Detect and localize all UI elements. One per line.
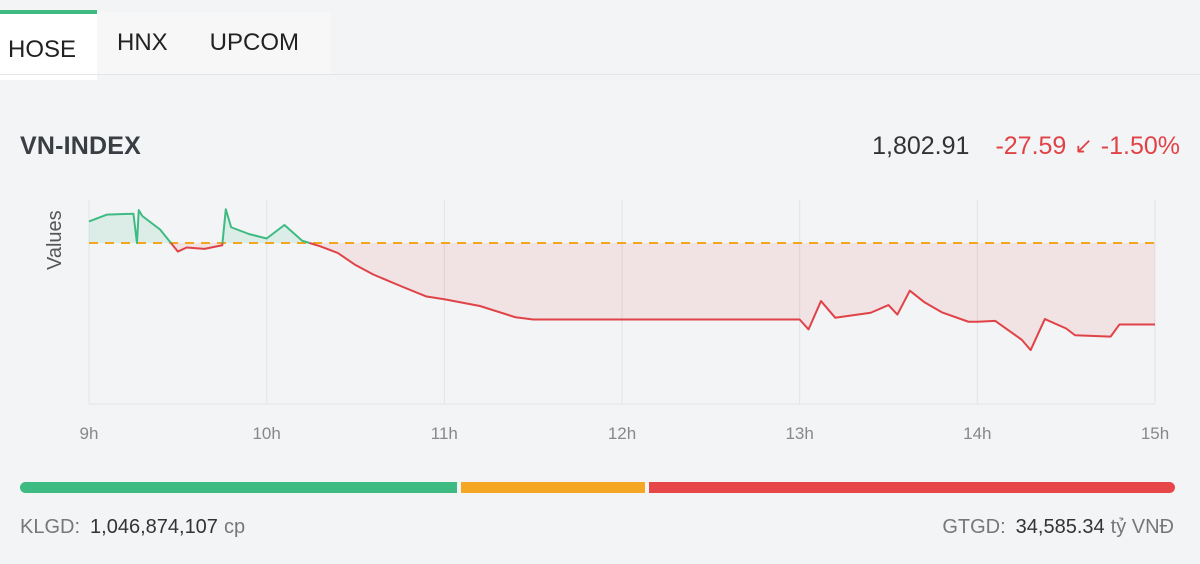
index-price: 1,802.91 (872, 131, 970, 160)
arrow-down-left-icon: ↙ (1074, 133, 1093, 158)
breadth-segment-declining (648, 482, 1175, 493)
volume-label: KLGD: (20, 516, 81, 538)
index-change-percent: -1.50% (1100, 131, 1180, 160)
trading-value: GTGD: 34,585.34 tỷ VNĐ (942, 516, 1174, 539)
x-tick-label: 9h (79, 424, 99, 443)
breadth-segment-advancing (20, 482, 457, 493)
x-tick-label: 13h (785, 424, 814, 443)
index-name: VN-INDEX (20, 131, 142, 160)
chart-fill-areas (89, 209, 1155, 351)
index-header: VN-INDEX 1,802.91 -27.59 ↙ -1.50% (20, 126, 1180, 166)
trading-volume: KLGD: 1,046,874,107 cp (20, 516, 245, 539)
x-tick-label: 15h (1140, 424, 1170, 443)
chart-grid (88, 200, 1156, 405)
breadth-segment-unchanged (461, 482, 645, 493)
exchange-tabs: HOSE HNX UPCOM (0, 10, 330, 80)
x-tick-label: 12h (607, 424, 637, 443)
value-value: 34,585.34 (1015, 516, 1105, 538)
intraday-chart (88, 200, 1156, 405)
volume-unit: cp (223, 516, 246, 538)
tab-upcom[interactable]: UPCOM (209, 29, 300, 56)
value-unit: tỷ VNĐ (1110, 516, 1174, 538)
x-tick-label: 11h (430, 424, 458, 443)
price-line (88, 208, 1155, 352)
tab-hose[interactable]: HOSE (0, 10, 97, 80)
value-label: GTGD: (942, 516, 1006, 538)
volume-value: 1,046,874,107 (90, 516, 218, 538)
index-change: -27.59 (995, 131, 1067, 160)
index-quote: 1,802.91 -27.59 ↙ -1.50% (872, 132, 1180, 161)
x-tick-label: 14h (963, 424, 992, 443)
tab-hnx[interactable]: HNX (117, 29, 168, 56)
x-tick-label: 10h (252, 424, 281, 443)
tabs-divider (0, 74, 1200, 75)
